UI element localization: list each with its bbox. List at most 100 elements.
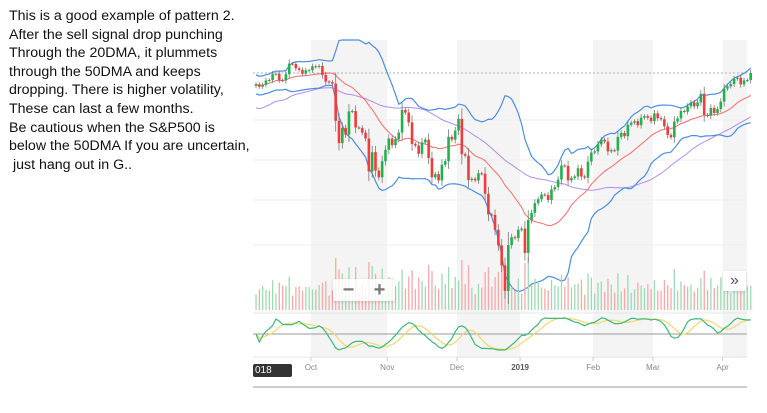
- candle-body: [453, 130, 457, 140]
- volume-bar: [680, 281, 682, 310]
- candle-body: [570, 178, 573, 181]
- candle-body: [507, 245, 510, 291]
- volume-bar: [610, 284, 612, 310]
- volume-bar: [428, 264, 430, 310]
- candle-body: [424, 139, 427, 143]
- candle-body: [576, 168, 580, 177]
- month-shading: [722, 40, 747, 358]
- volume-bar: [567, 277, 569, 310]
- candle-body: [258, 84, 261, 87]
- volume-bar: [288, 276, 290, 310]
- volume-bar: [580, 279, 583, 310]
- candle-body: [716, 109, 719, 113]
- volume-bar: [706, 290, 709, 310]
- volume-bar: [318, 285, 320, 310]
- candle-body: [450, 136, 454, 140]
- annotation-line: below the 50DMA If you are uncertain,: [9, 138, 250, 155]
- annotation-line: just hang out in G..: [9, 156, 133, 173]
- volume-bar: [746, 286, 749, 310]
- x-tick-label: 2019: [511, 363, 529, 372]
- candle-body: [377, 170, 381, 178]
- scroll-right-button[interactable]: »: [723, 271, 746, 291]
- candle-body: [686, 106, 689, 112]
- candle-body: [327, 81, 331, 83]
- volume-bar: [305, 286, 307, 310]
- volume-bar: [740, 287, 742, 310]
- volume-bar: [467, 265, 470, 310]
- volume-bar: [667, 285, 669, 310]
- candle-body: [447, 136, 450, 162]
- candle-body: [656, 113, 660, 119]
- candle-body: [314, 66, 318, 68]
- candle-body: [699, 93, 703, 103]
- volume-bar: [710, 278, 712, 310]
- candle-body: [742, 80, 746, 85]
- candle-body: [440, 164, 444, 181]
- candle-body: [583, 176, 586, 178]
- volume-bar: [600, 281, 602, 310]
- volume-bar: [700, 278, 702, 310]
- volume-bar: [511, 287, 513, 310]
- volume-bar: [650, 288, 652, 310]
- volume-bar: [401, 269, 403, 310]
- candle-body: [510, 237, 513, 246]
- candle-body: [546, 194, 550, 201]
- candle-body: [566, 165, 570, 181]
- volume-bar: [660, 290, 662, 310]
- volume-bar: [617, 273, 619, 310]
- candle-body: [324, 74, 328, 82]
- candle-body: [736, 77, 739, 79]
- volume-bar: [584, 294, 586, 310]
- oscillator-line: [255, 317, 751, 351]
- candle-body: [599, 139, 603, 145]
- volume-bar: [471, 287, 473, 310]
- candle-body: [726, 86, 729, 89]
- x-tick-label: Nov: [380, 363, 395, 372]
- volume-bar: [720, 277, 722, 310]
- volume-bar: [564, 286, 566, 310]
- volume-bar: [517, 278, 519, 310]
- zoom-out-button[interactable]: −: [342, 278, 355, 301]
- candle-body: [490, 214, 494, 216]
- candle-body: [553, 187, 557, 190]
- volume-bar: [736, 286, 739, 310]
- volume-bar: [677, 290, 679, 310]
- candle-body: [616, 136, 620, 151]
- volume-bar: [464, 284, 466, 310]
- volume-bar: [275, 293, 277, 310]
- candle-body: [649, 117, 653, 122]
- volume-bar: [690, 284, 692, 310]
- annotation-line: dropping. There is higher volatility,: [9, 82, 224, 99]
- volume-bar: [444, 283, 446, 310]
- candle-body: [636, 121, 640, 126]
- candle-body: [274, 73, 278, 75]
- volume-bar: [308, 287, 310, 310]
- volume-bar: [295, 287, 297, 310]
- candle-body: [307, 70, 311, 72]
- candle-body: [706, 114, 709, 116]
- candle-body: [443, 161, 447, 165]
- volume-bar: [673, 269, 676, 310]
- ma50-line: [255, 87, 751, 191]
- candle-body: [480, 173, 484, 175]
- volume-bar: [331, 290, 334, 310]
- candle-body: [503, 265, 507, 291]
- volume-bar: [487, 267, 490, 310]
- candle-body: [417, 145, 420, 154]
- bollinger-upper-line: [255, 39, 752, 176]
- candle-body: [749, 73, 752, 81]
- candle-body: [719, 101, 723, 110]
- candle-body: [500, 245, 503, 266]
- candle-body: [297, 68, 301, 70]
- candle-body: [526, 220, 530, 253]
- candle-body: [264, 80, 268, 85]
- candle-body: [729, 83, 733, 87]
- volume-bar: [457, 280, 460, 310]
- volume-bar: [544, 288, 546, 310]
- zoom-in-button[interactable]: +: [373, 278, 386, 301]
- volume-bar: [597, 282, 599, 310]
- bollinger-lower-line: [255, 84, 751, 293]
- candle-body: [746, 80, 749, 82]
- volume-bar: [272, 280, 274, 310]
